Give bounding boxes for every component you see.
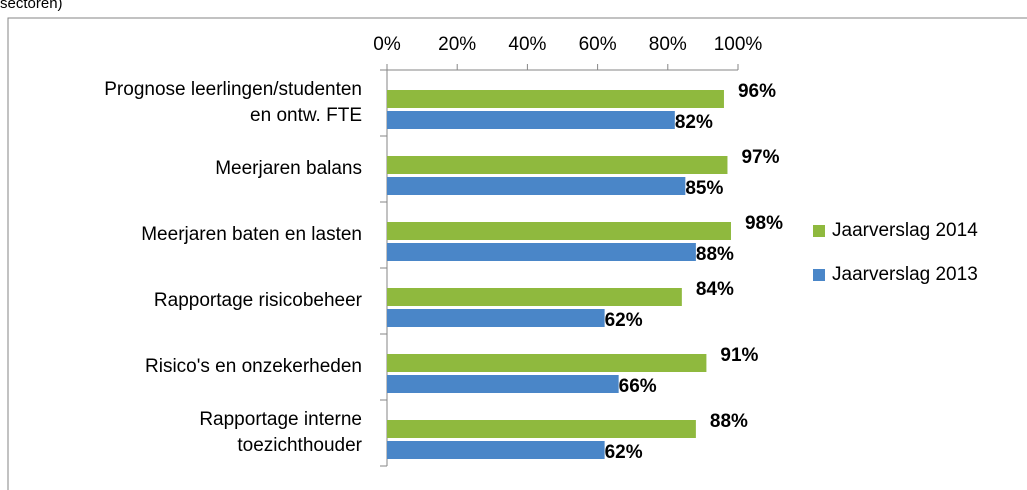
bar xyxy=(387,177,686,195)
value-label: 88% xyxy=(710,411,748,432)
chart-title: sectoren) xyxy=(0,0,63,12)
label-line: Rapportage interne xyxy=(199,409,362,430)
bar xyxy=(387,420,696,438)
bar xyxy=(387,90,724,108)
label-line: Risico's en onzekerheden xyxy=(145,356,362,377)
value-label: 91% xyxy=(720,345,758,366)
bar xyxy=(387,111,675,129)
chart-border xyxy=(7,17,1027,490)
y-tick-label: Meerjaren baten en lasten xyxy=(141,224,362,245)
legend-swatch xyxy=(813,225,825,237)
label-line: Meerjaren balans xyxy=(215,158,362,179)
value-label: 96% xyxy=(738,81,776,102)
label-line: toezichthouder xyxy=(237,435,362,456)
x-tick-label: 60% xyxy=(579,34,617,55)
bar xyxy=(387,309,605,327)
x-tick-label: 80% xyxy=(649,34,687,55)
value-label: 82% xyxy=(675,112,713,133)
bar xyxy=(387,156,728,174)
legend-swatch xyxy=(813,269,825,281)
legend-label: Jaarverslag 2014 xyxy=(832,220,978,241)
y-tick-label: Risico's en onzekerheden xyxy=(145,356,362,377)
x-tick-label: 100% xyxy=(714,34,763,55)
bar xyxy=(387,441,605,459)
bar xyxy=(387,375,619,393)
y-tick-label: Rapportage risicobeheer xyxy=(154,290,363,311)
legend-label: Jaarverslag 2013 xyxy=(832,264,978,285)
value-label: 62% xyxy=(605,310,643,331)
y-tick-label: Rapportage interne toezichthouder xyxy=(199,409,362,456)
value-label: 66% xyxy=(619,376,657,397)
value-label: 85% xyxy=(685,178,723,199)
x-tick-label: 40% xyxy=(508,34,546,55)
x-tick-label: 0% xyxy=(373,34,401,55)
value-label: 62% xyxy=(605,442,643,463)
value-label: 84% xyxy=(696,279,734,300)
y-tick-label: Meerjaren balans xyxy=(215,158,362,179)
value-label: 88% xyxy=(696,244,734,265)
value-label: 98% xyxy=(745,213,783,234)
bar xyxy=(387,288,682,306)
bar xyxy=(387,222,731,240)
bar xyxy=(387,243,696,261)
x-tick-label: 20% xyxy=(438,34,476,55)
label-line: Meerjaren baten en lasten xyxy=(141,224,362,245)
label-line: Rapportage risicobeheer xyxy=(154,290,363,311)
value-label: 97% xyxy=(741,147,779,168)
label-line: Prognose leerlingen/studenten xyxy=(104,79,362,100)
bar xyxy=(387,354,707,372)
label-line: en ontw. FTE xyxy=(250,105,362,126)
y-tick-label: Prognose leerlingen/studenten en ontw. FT… xyxy=(104,79,362,126)
